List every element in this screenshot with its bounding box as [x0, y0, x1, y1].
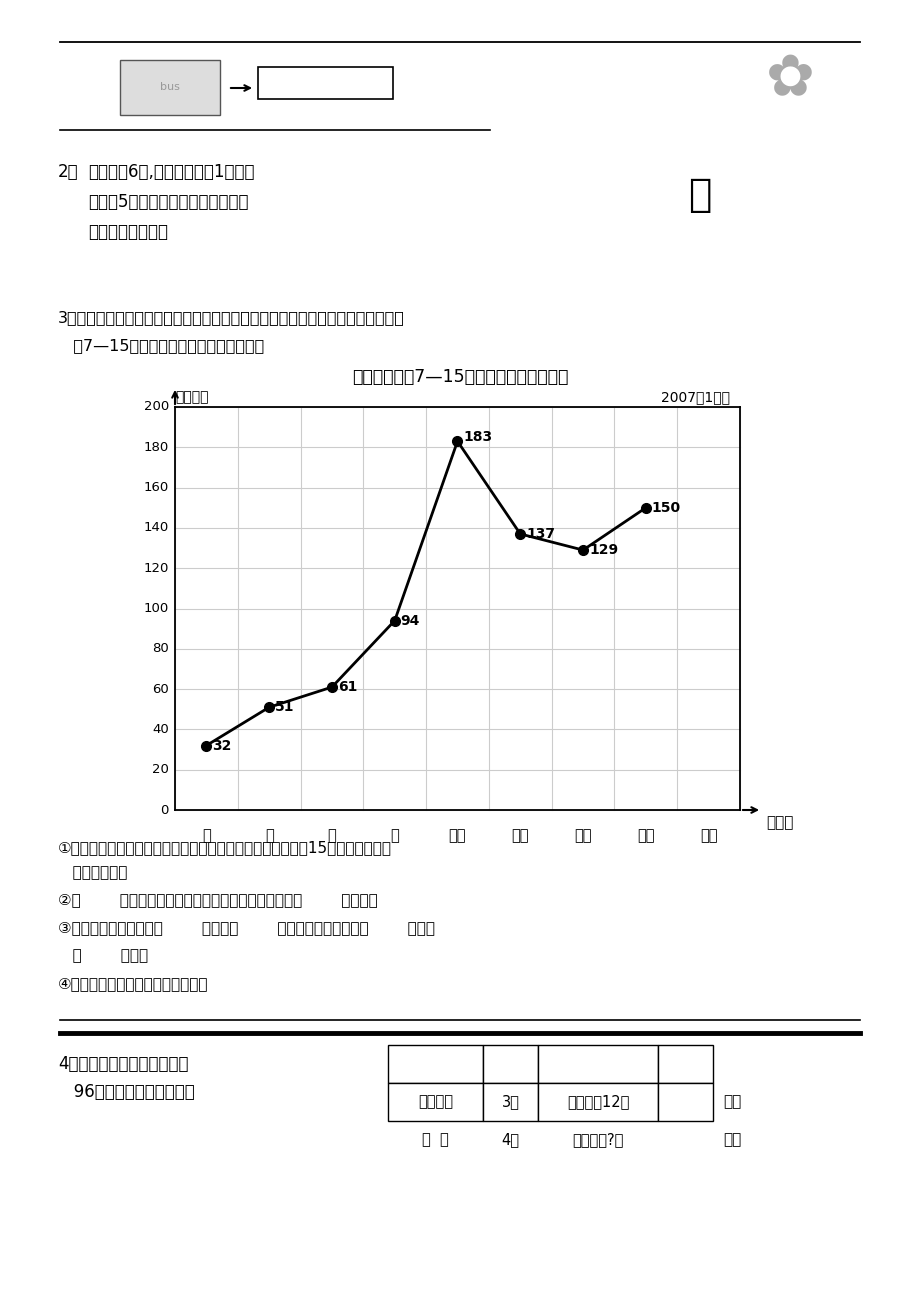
Text: 96元，平均每副围棋多少: 96元，平均每副围棋多少	[58, 1083, 195, 1101]
Text: 价钱的5倍。买右图这样一套茶具，: 价钱的5倍。买右图这样一套茶具，	[88, 193, 248, 211]
Text: 一共要用多少钱？: 一共要用多少钱？	[88, 223, 168, 241]
Text: 120: 120	[143, 561, 169, 574]
Text: 中国代表团第7—15届获得金牌情况统计图: 中国代表团第7—15届获得金牌情况统计图	[351, 368, 568, 385]
Text: 十一: 十一	[448, 828, 466, 842]
Bar	[388, 1046, 482, 1083]
Bar	[657, 1046, 712, 1083]
Bar	[257, 66, 392, 99]
Bar	[482, 1046, 538, 1083]
Text: 十三: 十三	[573, 828, 591, 842]
Bar	[119, 60, 220, 115]
Bar	[657, 1083, 712, 1121]
Text: 平均每副12元: 平均每副12元	[566, 1095, 629, 1109]
Text: 183: 183	[463, 430, 492, 444]
Text: 2007年1月制: 2007年1月制	[660, 391, 729, 404]
Bar	[482, 1083, 538, 1121]
Text: 32: 32	[212, 738, 232, 753]
Text: 140: 140	[143, 521, 169, 534]
Text: 51: 51	[275, 700, 294, 715]
Bar	[538, 1046, 657, 1083]
Text: ）元。: ）元。	[766, 815, 792, 829]
Text: 🍵: 🍵	[687, 176, 711, 214]
Text: 160: 160	[143, 482, 169, 493]
Text: ④看了这幅统计图，你有什么想法？: ④看了这幅统计图，你有什么想法？	[58, 976, 209, 991]
Text: 3副: 3副	[501, 1095, 519, 1109]
Text: ①第十五届多哈亚运会中国代表团的金牌数比第十四届增加了15块。把上面的统: ①第十五届多哈亚运会中国代表团的金牌数比第十四届增加了15块。把上面的统	[58, 840, 391, 855]
Text: 九: 九	[327, 828, 336, 842]
Text: 0: 0	[161, 803, 169, 816]
Text: 八: 八	[265, 828, 273, 842]
Bar	[538, 1083, 657, 1121]
Text: 围  棋: 围 棋	[422, 1133, 448, 1147]
Bar	[388, 1083, 482, 1121]
Text: ③金牌数上升最快的是（        ）届到（        ）届，下降最快的是（        ）届到: ③金牌数上升最快的是（ ）届到（ ）届，下降最快的是（ ）届到	[58, 921, 435, 935]
Text: 第7—15届亚运会获得金牌情况统计图。: 第7—15届亚运会获得金牌情况统计图。	[58, 339, 264, 353]
Text: 129: 129	[588, 543, 618, 557]
Text: 100: 100	[143, 602, 169, 615]
Text: 3．中国代表团在亚洲运动会上金牌数已经连续七届高居榜首，下面是中国代表团: 3．中国代表团在亚洲运动会上金牌数已经连续七届高居榜首，下面是中国代表团	[58, 310, 404, 326]
Text: 60: 60	[152, 682, 169, 695]
Text: 137: 137	[526, 527, 555, 540]
Text: 20: 20	[152, 763, 169, 776]
Text: 每个茶杯6元,茶壶的价钱是1个茶杯: 每个茶杯6元,茶壶的价钱是1个茶杯	[88, 163, 255, 181]
Text: 4副: 4副	[501, 1133, 519, 1147]
Text: 元？: 元？	[722, 1133, 741, 1147]
Text: 中国象棋: 中国象棋	[417, 1095, 452, 1109]
Text: 七: 七	[202, 828, 210, 842]
Text: 4．买中国象棋和围棋一共用: 4．买中国象棋和围棋一共用	[58, 1055, 188, 1073]
Text: 十五: 十五	[699, 828, 717, 842]
Text: ②（        ）届亚运会中国代表团获得的金牌数最多，（        ）最少。: ②（ ）届亚运会中国代表团获得的金牌数最多，（ ）最少。	[58, 892, 378, 907]
Text: 十四: 十四	[636, 828, 654, 842]
Text: 十: 十	[390, 828, 399, 842]
Text: 200: 200	[143, 401, 169, 414]
Text: （        ）届。: （ ）届。	[58, 948, 148, 963]
Text: 计图画完整。: 计图画完整。	[58, 865, 127, 880]
Text: 150: 150	[652, 501, 680, 514]
Text: bus: bus	[160, 82, 180, 92]
Text: 94: 94	[401, 613, 420, 628]
Text: 80: 80	[152, 642, 169, 655]
Text: 每小时 87 千: 每小时 87 千	[290, 72, 359, 86]
Text: 2．: 2．	[58, 163, 78, 181]
Text: ✿: ✿	[765, 52, 813, 108]
Text: 单位：块: 单位：块	[175, 391, 209, 404]
Text: 180: 180	[143, 441, 169, 454]
Text: 十二: 十二	[511, 828, 528, 842]
Text: 61: 61	[337, 680, 357, 694]
Text: 40: 40	[152, 723, 169, 736]
Text: 平均每副?元: 平均每副?元	[572, 1133, 623, 1147]
Text: 去了: 去了	[722, 1095, 741, 1109]
